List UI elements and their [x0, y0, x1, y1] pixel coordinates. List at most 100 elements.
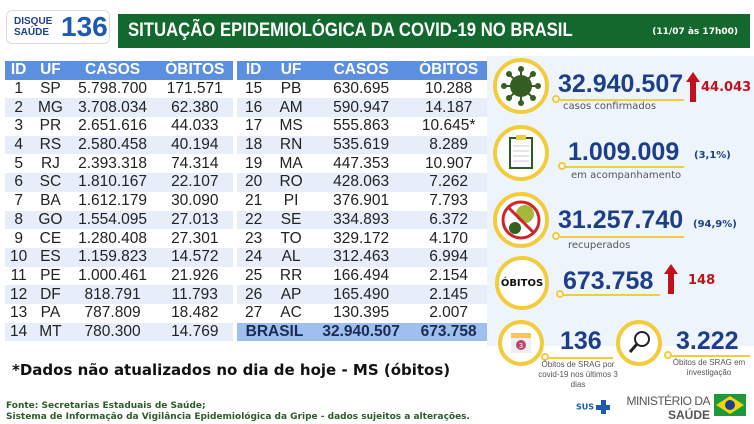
total-label: BRASIL [237, 322, 312, 342]
clipboard-icon [493, 125, 549, 181]
arrow-up-icon [686, 72, 700, 102]
table-cell: 22.107 [156, 173, 233, 192]
arrow-up-icon [664, 264, 678, 294]
table-cell: MT [32, 322, 69, 342]
table-cell: 3.708.034 [68, 98, 157, 118]
srag-recent-label: Óbitos de SRAG por covid-19 nos últimos … [538, 360, 618, 389]
deaths-badge: ÓBITOS [495, 256, 549, 310]
deaths-delta: 148 [688, 273, 716, 288]
srag-recent-value: 136 [560, 327, 602, 355]
table-row: 17 MS 555.863 10.645* [237, 117, 487, 136]
table-cell: DF [32, 285, 69, 304]
table-cell: 10.907 [424, 154, 473, 172]
table-cell: AM [270, 98, 312, 118]
table-cell: 12 [5, 285, 33, 304]
monitoring-label: em acompanhamento [571, 170, 682, 181]
column-header: CASOS [68, 61, 157, 80]
table-cell: 62.380 [156, 98, 233, 118]
table-cell: 7.262 [410, 173, 487, 192]
table-cell: 2.007 [429, 304, 469, 322]
table-cell: 1.810.167 [68, 173, 157, 192]
table-cell: 428.063 [311, 173, 411, 192]
table-cell: 312.463 [311, 247, 411, 267]
table-cell: 166.494 [333, 266, 390, 284]
table-cell: PB [280, 80, 302, 98]
table-cell: 14 [5, 322, 33, 342]
column-header: CASOS [311, 61, 411, 80]
table-cell: 8 [5, 210, 33, 230]
table-cell: 4 [5, 135, 33, 155]
table-cell: PR [39, 117, 62, 135]
table-row: 27 AC 130.395 2.007 [237, 304, 487, 323]
table-row: 14 MT 780.300 14.769 [5, 322, 233, 342]
update-date: (11/07 às 17h00) [652, 27, 738, 37]
states-table-left: ID UF CASOS ÓBITOS 1 SP 5.798.700 171.571 2 MG 3.7… [5, 61, 233, 342]
table-cell: 27.013 [156, 210, 233, 230]
table-cell: 5 [14, 154, 23, 172]
table-row: 3 PR 2.651.616 44.033 [5, 117, 233, 136]
srag-investigation-label: Óbitos de SRAG em investigação [672, 358, 746, 377]
table-cell: 19 [244, 154, 263, 172]
table-row: 24 AL 312.463 6.994 [237, 247, 487, 267]
table-row: 19 MA 447.353 10.907 [237, 154, 487, 173]
table-row: 23 TO 329.172 4.170 [237, 229, 487, 248]
disque-saude-logo: DISQUE SAÚDE 136 [6, 10, 110, 44]
table-cell: PA [40, 304, 61, 322]
column-header: ÓBITOS [410, 61, 487, 80]
table-cell: 30.090 [171, 192, 219, 210]
table-cell: MS [279, 117, 303, 135]
table-row: 4 RS 2.580.458 40.194 [5, 135, 233, 155]
table-cell: 14.187 [410, 98, 487, 118]
table-cell: 818.791 [68, 285, 157, 304]
table-cell: 26 [237, 285, 271, 304]
sus-logo: SUS [576, 400, 611, 414]
table-row: 8 GO 1.554.095 27.013 [5, 210, 233, 230]
table-cell: TO [280, 229, 302, 247]
table-cell: 2 [5, 98, 33, 118]
table-cell: 2.393.318 [78, 154, 148, 172]
table-cell: 15 [244, 80, 263, 98]
table-cell: 20 [237, 173, 271, 192]
page-title: SITUAÇÃO EPIDEMIOLÓGICA DA COVID-19 NO B… [128, 20, 573, 41]
table-cell: 10.288 [424, 80, 473, 98]
cross-icon [596, 400, 611, 414]
table-cell: RS [32, 135, 69, 155]
table-cell: 25 [244, 266, 263, 284]
table-row: 9 CE 1.280.408 27.301 [5, 229, 233, 248]
table-cell: 16 [237, 98, 271, 118]
table-cell: 14.769 [156, 322, 233, 342]
table-cell: SP [40, 80, 61, 98]
column-header: UF [270, 61, 312, 80]
table-cell: 21.926 [171, 266, 219, 284]
table-cell: 2.154 [429, 266, 469, 284]
column-header: ID [237, 61, 271, 80]
table-cell: RO [270, 173, 312, 192]
table-cell: 1.280.408 [78, 229, 148, 247]
table-cell: 4.170 [429, 229, 469, 247]
table-cell: 630.695 [333, 80, 390, 98]
table-cell: 1 [14, 80, 23, 98]
brazil-flag-icon [714, 394, 746, 416]
confirmed-delta: 44.043 [701, 80, 752, 95]
table-row: 10 ES 1.159.823 14.572 [5, 247, 233, 267]
table-cell: 74.314 [171, 154, 219, 172]
table-cell: 535.619 [311, 135, 411, 155]
table-row: 6 SC 1.810.167 22.107 [5, 173, 233, 192]
table-cell: 1.612.179 [78, 192, 148, 210]
table-cell: 10 [5, 247, 33, 267]
table-cell: 787.809 [84, 304, 141, 322]
magnifier-icon [616, 320, 662, 366]
table-cell: 590.947 [311, 98, 411, 118]
recovered-label: recuperados [568, 240, 631, 251]
total-deaths: 673.758 [410, 322, 487, 342]
table-cell: 6.372 [410, 210, 487, 230]
table-cell: 3 [14, 117, 23, 135]
table-cell: 130.395 [333, 304, 390, 322]
table-cell: 18 [237, 135, 271, 155]
monitoring-percent: (3,1%) [694, 150, 731, 161]
table-row: 5 RJ 2.393.318 74.314 [5, 154, 233, 173]
table-cell: 10.645* [421, 117, 476, 135]
states-table-right: ID UF CASOS ÓBITOS 15 PB 630.695 10.288 16 AM 590.… [237, 61, 487, 342]
table-row: 21 PI 376.901 7.793 [237, 192, 487, 211]
table-cell: 329.172 [333, 229, 390, 247]
